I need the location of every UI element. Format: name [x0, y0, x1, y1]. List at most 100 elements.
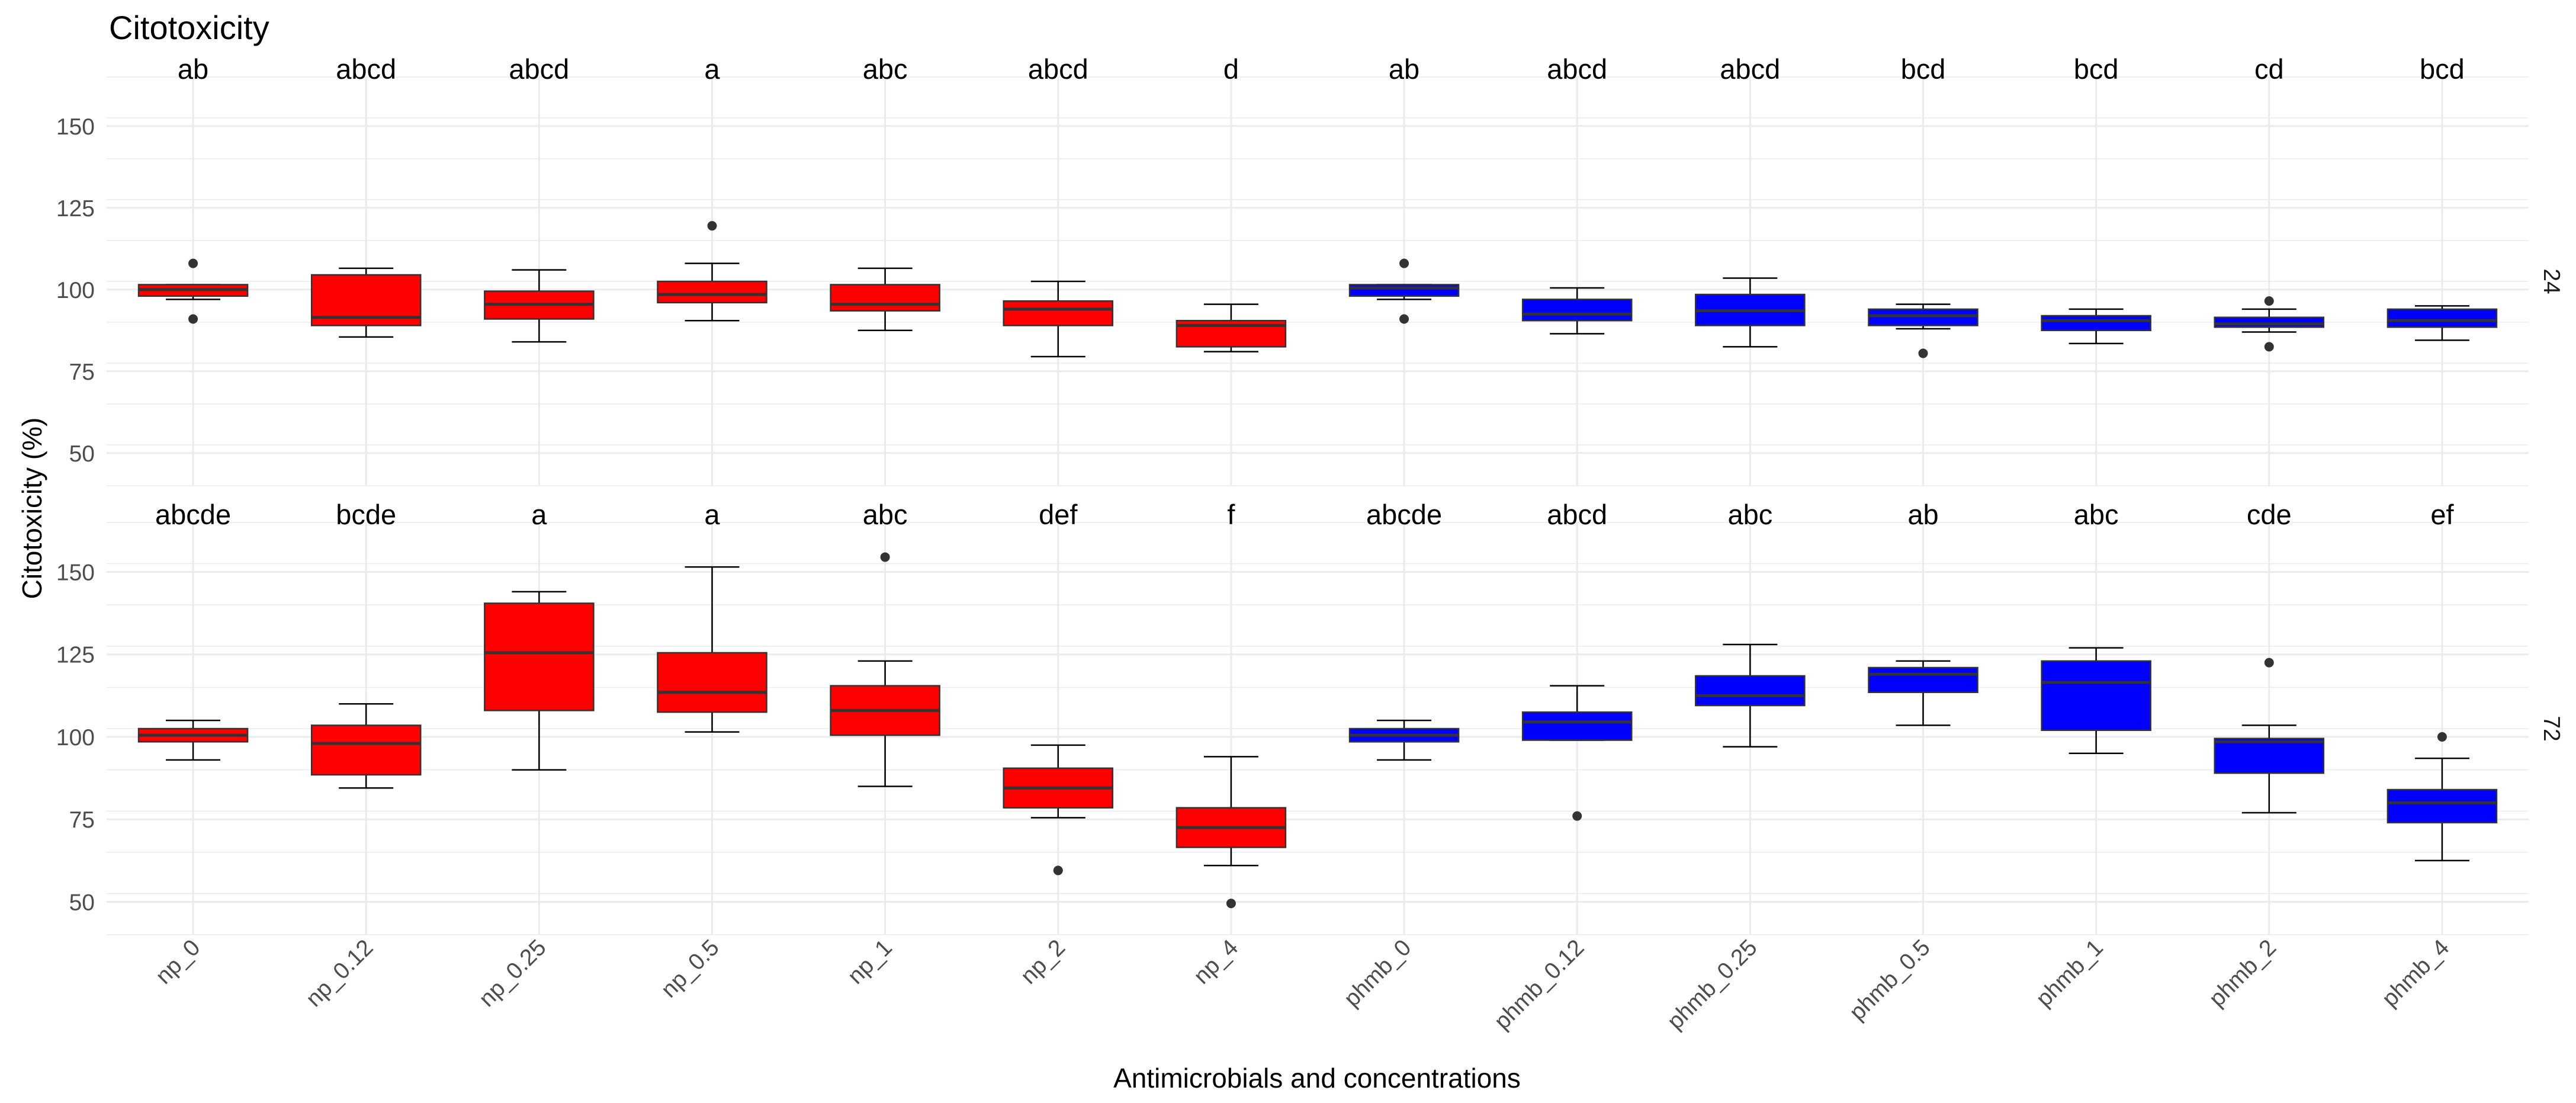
significance-letter: abcde	[155, 499, 231, 530]
box-np_2-72	[1003, 744, 1114, 876]
outlier-point	[1053, 865, 1063, 876]
chart-title: Citotoxicity	[109, 9, 269, 46]
x-tick-label: phmb_0.25	[1662, 935, 1762, 1034]
x-axis-title: Antimicrobials and concentrations	[1113, 1063, 1521, 1094]
box-phmb_2-72	[2214, 658, 2325, 814]
box-phmb_1-72	[2041, 647, 2151, 755]
box-phmb_0.25-72	[1695, 643, 1806, 748]
box-body	[310, 724, 422, 776]
panel-24: 50 75 100 125 150 ab abcd abcd a abc abcd d ab abcd ab…	[56, 53, 2564, 486]
box-np_0-24	[137, 258, 249, 324]
significance-letter: bcd	[2074, 53, 2119, 85]
box-np_1-24	[830, 267, 940, 332]
y-tick-label: 125	[56, 196, 95, 222]
x-tick-label: phmb_4	[2377, 935, 2454, 1012]
x-axis-tick-labels: np_0 np_0.12 np_0.25 np_0.5 np_1 np_2 np_4 phmb…	[151, 935, 2455, 1034]
x-tick-label: np_4	[1189, 935, 1244, 989]
significance-letter: abc	[1727, 499, 1772, 530]
significance-letter: ab	[1907, 499, 1938, 530]
y-tick-label: 50	[69, 890, 95, 915]
box-np_0-72	[137, 719, 249, 761]
y-tick-label: 150	[56, 560, 95, 586]
box-np_0.12-24	[310, 267, 422, 338]
significance-letter: bcd	[2420, 53, 2465, 85]
outlier-point	[2437, 732, 2447, 742]
box-np_0.5-24	[657, 221, 767, 322]
outlier-point	[1399, 314, 1409, 324]
significance-letter: abcd	[1547, 499, 1607, 530]
box-phmb_4-72	[2387, 732, 2498, 861]
significance-letter: cd	[2254, 53, 2284, 85]
y-tick-label: 75	[69, 807, 95, 833]
y-tick-label: 100	[56, 278, 95, 303]
box-body	[1348, 284, 1460, 297]
x-tick-label: np_2	[1016, 935, 1070, 989]
box-phmb_0.5-72	[1868, 660, 1978, 726]
facet-strip-label: 72	[2539, 716, 2564, 741]
significance-letter: abcd	[509, 53, 569, 85]
y-tick-label: 75	[69, 360, 95, 385]
outlier-point	[2264, 342, 2274, 352]
box-np_0.12-72	[310, 703, 422, 789]
significance-letter: ab	[1389, 53, 1419, 85]
significance-letter: abcd	[336, 53, 396, 85]
outlier-point	[188, 314, 198, 324]
y-axis-title: Citotoxicity (%)	[17, 418, 47, 599]
box-np_0.25-72	[484, 591, 595, 771]
box-np_4-24	[1175, 303, 1287, 352]
box-np_0.5-72	[657, 566, 767, 733]
box-np_4-72	[1175, 756, 1287, 909]
box-body	[2214, 316, 2325, 328]
x-tick-label: np_0	[151, 935, 205, 989]
significance-letter: abcd	[1720, 53, 1780, 85]
outlier-point	[1918, 348, 1928, 358]
box-phmb_1-24	[2041, 308, 2151, 345]
box-body	[1868, 308, 1978, 326]
box-phmb_0.12-24	[1521, 287, 1633, 335]
outlier-point	[1399, 258, 1409, 268]
outlier-point	[188, 258, 198, 268]
significance-letter: ef	[2430, 499, 2454, 530]
y-tick-label: 150	[56, 114, 95, 140]
outlier-point	[2264, 658, 2274, 668]
x-tick-label: np_0.25	[474, 935, 551, 1012]
x-tick-label: phmb_0	[1339, 935, 1416, 1012]
box-body	[484, 602, 595, 711]
significance-letter: a	[531, 499, 547, 530]
x-tick-label: np_0.12	[301, 935, 378, 1012]
significance-letter: abcde	[1366, 499, 1442, 530]
box-body	[1521, 299, 1633, 322]
box-body	[2387, 788, 2498, 823]
x-tick-label: np_1	[843, 935, 897, 989]
box-phmb_2-24	[2214, 296, 2325, 352]
significance-letter: a	[704, 53, 720, 85]
significance-letter: bcd	[1901, 53, 1946, 85]
box-body	[830, 284, 940, 312]
box-np_2-24	[1003, 280, 1114, 358]
box-body	[2214, 738, 2325, 774]
outlier-point	[880, 552, 890, 562]
x-tick-label: phmb_1	[2031, 935, 2108, 1012]
significance-letter: f	[1227, 499, 1235, 530]
box-body	[1003, 300, 1114, 326]
box-body	[2387, 308, 2498, 328]
box-phmb_0.25-24	[1695, 277, 1806, 348]
significance-letter: def	[1039, 499, 1078, 530]
box-body	[2041, 660, 2151, 732]
significance-letter: ab	[178, 53, 208, 85]
y-tick-label: 100	[56, 725, 95, 751]
box-phmb_0.5-24	[1868, 303, 1978, 358]
significance-letter: abc	[863, 53, 908, 85]
box-body	[657, 652, 767, 713]
box-np_0.25-24	[484, 269, 595, 343]
significance-letter: abcd	[1028, 53, 1088, 85]
facet-strip-label: 24	[2539, 268, 2564, 294]
outlier-point	[707, 221, 717, 231]
y-tick-label: 125	[56, 643, 95, 668]
significance-letter: bcde	[336, 499, 396, 530]
box-phmb_4-24	[2387, 305, 2498, 341]
x-tick-label: phmb_2	[2204, 935, 2281, 1012]
significance-letter: d	[1223, 53, 1239, 85]
